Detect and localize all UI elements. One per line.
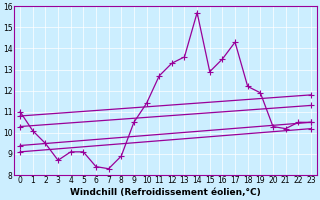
X-axis label: Windchill (Refroidissement éolien,°C): Windchill (Refroidissement éolien,°C)	[70, 188, 261, 197]
